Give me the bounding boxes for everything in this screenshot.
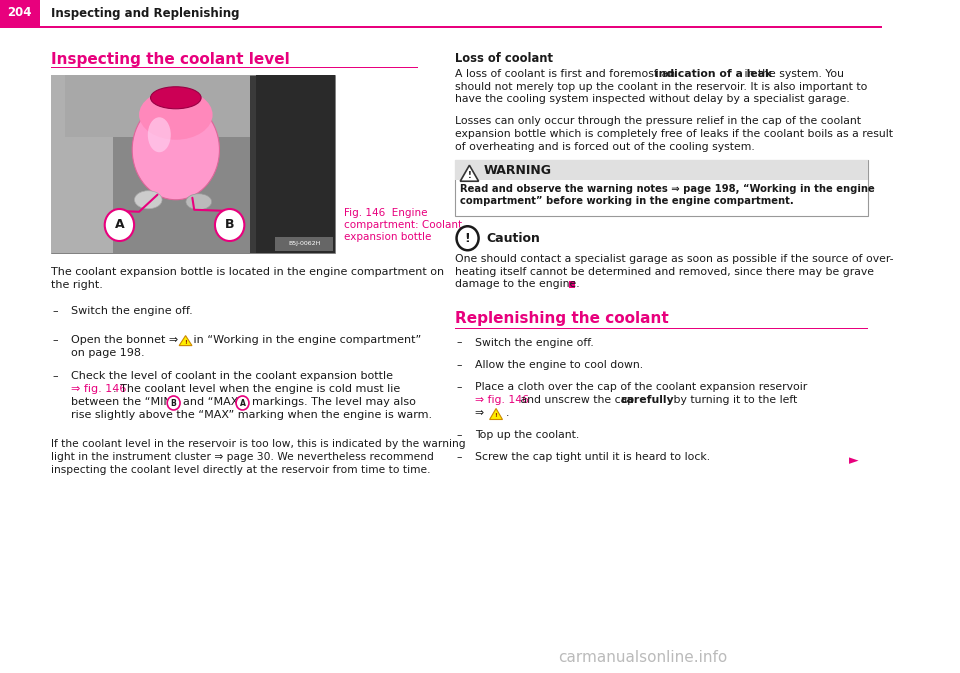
Text: Losses can only occur through the pressure relief in the cap of the coolant: Losses can only occur through the pressu… — [455, 116, 861, 127]
Text: heating itself cannot be determined and removed, since there may be grave: heating itself cannot be determined and … — [455, 267, 874, 277]
Text: indication of a leak: indication of a leak — [655, 69, 772, 79]
Bar — [455, 160, 868, 180]
Text: on page 198.: on page 198. — [71, 347, 144, 357]
Ellipse shape — [134, 190, 162, 209]
Bar — [51, 75, 335, 253]
Text: –: – — [457, 337, 462, 347]
Text: in “Working in the engine compartment”: in “Working in the engine compartment” — [190, 334, 421, 345]
Text: ⇒ fig. 146: ⇒ fig. 146 — [71, 384, 126, 394]
Text: –: – — [53, 334, 58, 345]
Polygon shape — [460, 166, 479, 181]
Polygon shape — [490, 409, 502, 419]
Text: rise slightly above the “MAX” marking when the engine is warm.: rise slightly above the “MAX” marking wh… — [71, 410, 432, 420]
Text: –: – — [53, 371, 58, 381]
Text: If the coolant level in the reservoir is too low, this is indicated by the warni: If the coolant level in the reservoir is… — [51, 439, 466, 449]
Ellipse shape — [132, 100, 220, 200]
Text: ►: ► — [850, 454, 859, 468]
Text: !: ! — [468, 171, 471, 180]
Text: Place a cloth over the cap of the coolant expansion reservoir: Place a cloth over the cap of the coolan… — [475, 382, 807, 392]
Text: –: – — [457, 360, 462, 370]
Ellipse shape — [148, 117, 171, 152]
Text: B: B — [225, 219, 234, 232]
Text: carmanualsonline.info: carmanualsonline.info — [559, 651, 728, 666]
Text: 204: 204 — [8, 7, 32, 20]
Text: !: ! — [184, 340, 187, 345]
Ellipse shape — [186, 194, 211, 210]
Text: Read and observe the warning notes ⇒ page 198, “Working in the engine: Read and observe the warning notes ⇒ pag… — [460, 184, 875, 194]
Text: of overheating and is forced out of the cooling system.: of overheating and is forced out of the … — [455, 141, 755, 151]
Bar — [255, 75, 335, 253]
Circle shape — [457, 226, 479, 250]
Text: Top up the coolant.: Top up the coolant. — [475, 430, 579, 440]
Text: A: A — [240, 398, 246, 407]
Circle shape — [215, 209, 245, 241]
Text: . The coolant level when the engine is cold must lie: . The coolant level when the engine is c… — [113, 384, 400, 394]
Text: Screw the cap tight until it is heard to lock.: Screw the cap tight until it is heard to… — [475, 452, 710, 462]
Text: –: – — [53, 306, 58, 316]
Text: and unscrew the cap: and unscrew the cap — [517, 395, 638, 405]
Text: B: B — [171, 398, 177, 407]
Text: –: – — [457, 430, 462, 440]
Text: light in the instrument cluster ⇒ page 30. We nevertheless recommend: light in the instrument cluster ⇒ page 3… — [51, 452, 433, 462]
Ellipse shape — [151, 87, 201, 109]
Text: Loss of coolant: Loss of coolant — [455, 52, 553, 65]
Text: expansion bottle which is completely free of leaks if the coolant boils as a res: expansion bottle which is completely fre… — [455, 129, 893, 139]
Text: B5J-0062H: B5J-0062H — [288, 242, 321, 246]
Bar — [275, 237, 333, 251]
Text: ⇒ fig. 146: ⇒ fig. 146 — [475, 395, 529, 405]
Text: .: . — [506, 407, 510, 417]
Text: markings. The level may also: markings. The level may also — [252, 397, 416, 407]
Text: The coolant expansion bottle is located in the engine compartment on: The coolant expansion bottle is located … — [51, 267, 444, 277]
Text: have the cooling system inspected without delay by a specialist garage.: have the cooling system inspected withou… — [455, 94, 850, 104]
Text: –: – — [457, 452, 462, 462]
Text: A loss of coolant is first and foremost an: A loss of coolant is first and foremost … — [455, 69, 679, 79]
Text: carefully: carefully — [620, 395, 674, 405]
Bar — [64, 75, 250, 137]
Text: expansion bottle: expansion bottle — [345, 232, 432, 242]
Ellipse shape — [139, 90, 212, 140]
Text: between the “MIN”: between the “MIN” — [71, 397, 178, 407]
Text: One should contact a specialist garage as soon as possible if the source of over: One should contact a specialist garage a… — [455, 254, 893, 264]
Text: –: – — [457, 382, 462, 392]
Text: Switch the engine off.: Switch the engine off. — [475, 337, 593, 347]
Bar — [568, 281, 575, 288]
Text: compartment” before working in the engine compartment.: compartment” before working in the engin… — [460, 197, 794, 206]
Text: and “MAX”: and “MAX” — [182, 397, 244, 407]
Polygon shape — [180, 336, 192, 346]
Circle shape — [236, 396, 249, 410]
Bar — [0, 0, 39, 26]
Bar — [51, 75, 131, 253]
Text: the right.: the right. — [51, 280, 103, 290]
Text: Caution: Caution — [486, 232, 540, 245]
Text: ⇒: ⇒ — [475, 407, 488, 417]
Text: in the system. You: in the system. You — [741, 69, 845, 79]
Text: Check the level of coolant in the coolant expansion bottle: Check the level of coolant in the coolan… — [71, 371, 393, 381]
Circle shape — [105, 209, 134, 241]
Text: WARNING: WARNING — [484, 164, 552, 177]
Text: inspecting the coolant level directly at the reservoir from time to time.: inspecting the coolant level directly at… — [51, 464, 430, 474]
Text: Switch the engine off.: Switch the engine off. — [71, 306, 193, 316]
Text: !: ! — [465, 232, 470, 245]
Text: Inspecting and Replenishing: Inspecting and Replenishing — [51, 7, 239, 20]
Text: Replenishing the coolant: Replenishing the coolant — [455, 310, 668, 326]
Text: Inspecting the coolant level: Inspecting the coolant level — [51, 52, 289, 67]
Text: Open the bonnet ⇒: Open the bonnet ⇒ — [71, 334, 181, 345]
Text: !: ! — [494, 413, 497, 418]
Text: A: A — [114, 219, 124, 232]
Bar — [455, 160, 868, 216]
Text: damage to the engine.: damage to the engine. — [455, 279, 579, 289]
Text: compartment: Coolant: compartment: Coolant — [345, 220, 463, 230]
Circle shape — [167, 396, 180, 410]
Text: by turning it to the left: by turning it to the left — [670, 395, 797, 405]
Text: Fig. 146  Engine: Fig. 146 Engine — [345, 208, 428, 218]
Text: should not merely top up the coolant in the reservoir. It is also important to: should not merely top up the coolant in … — [455, 81, 867, 92]
Bar — [0, 26, 882, 28]
Bar — [113, 75, 250, 253]
Text: Allow the engine to cool down.: Allow the engine to cool down. — [475, 360, 643, 370]
Bar — [51, 67, 418, 68]
